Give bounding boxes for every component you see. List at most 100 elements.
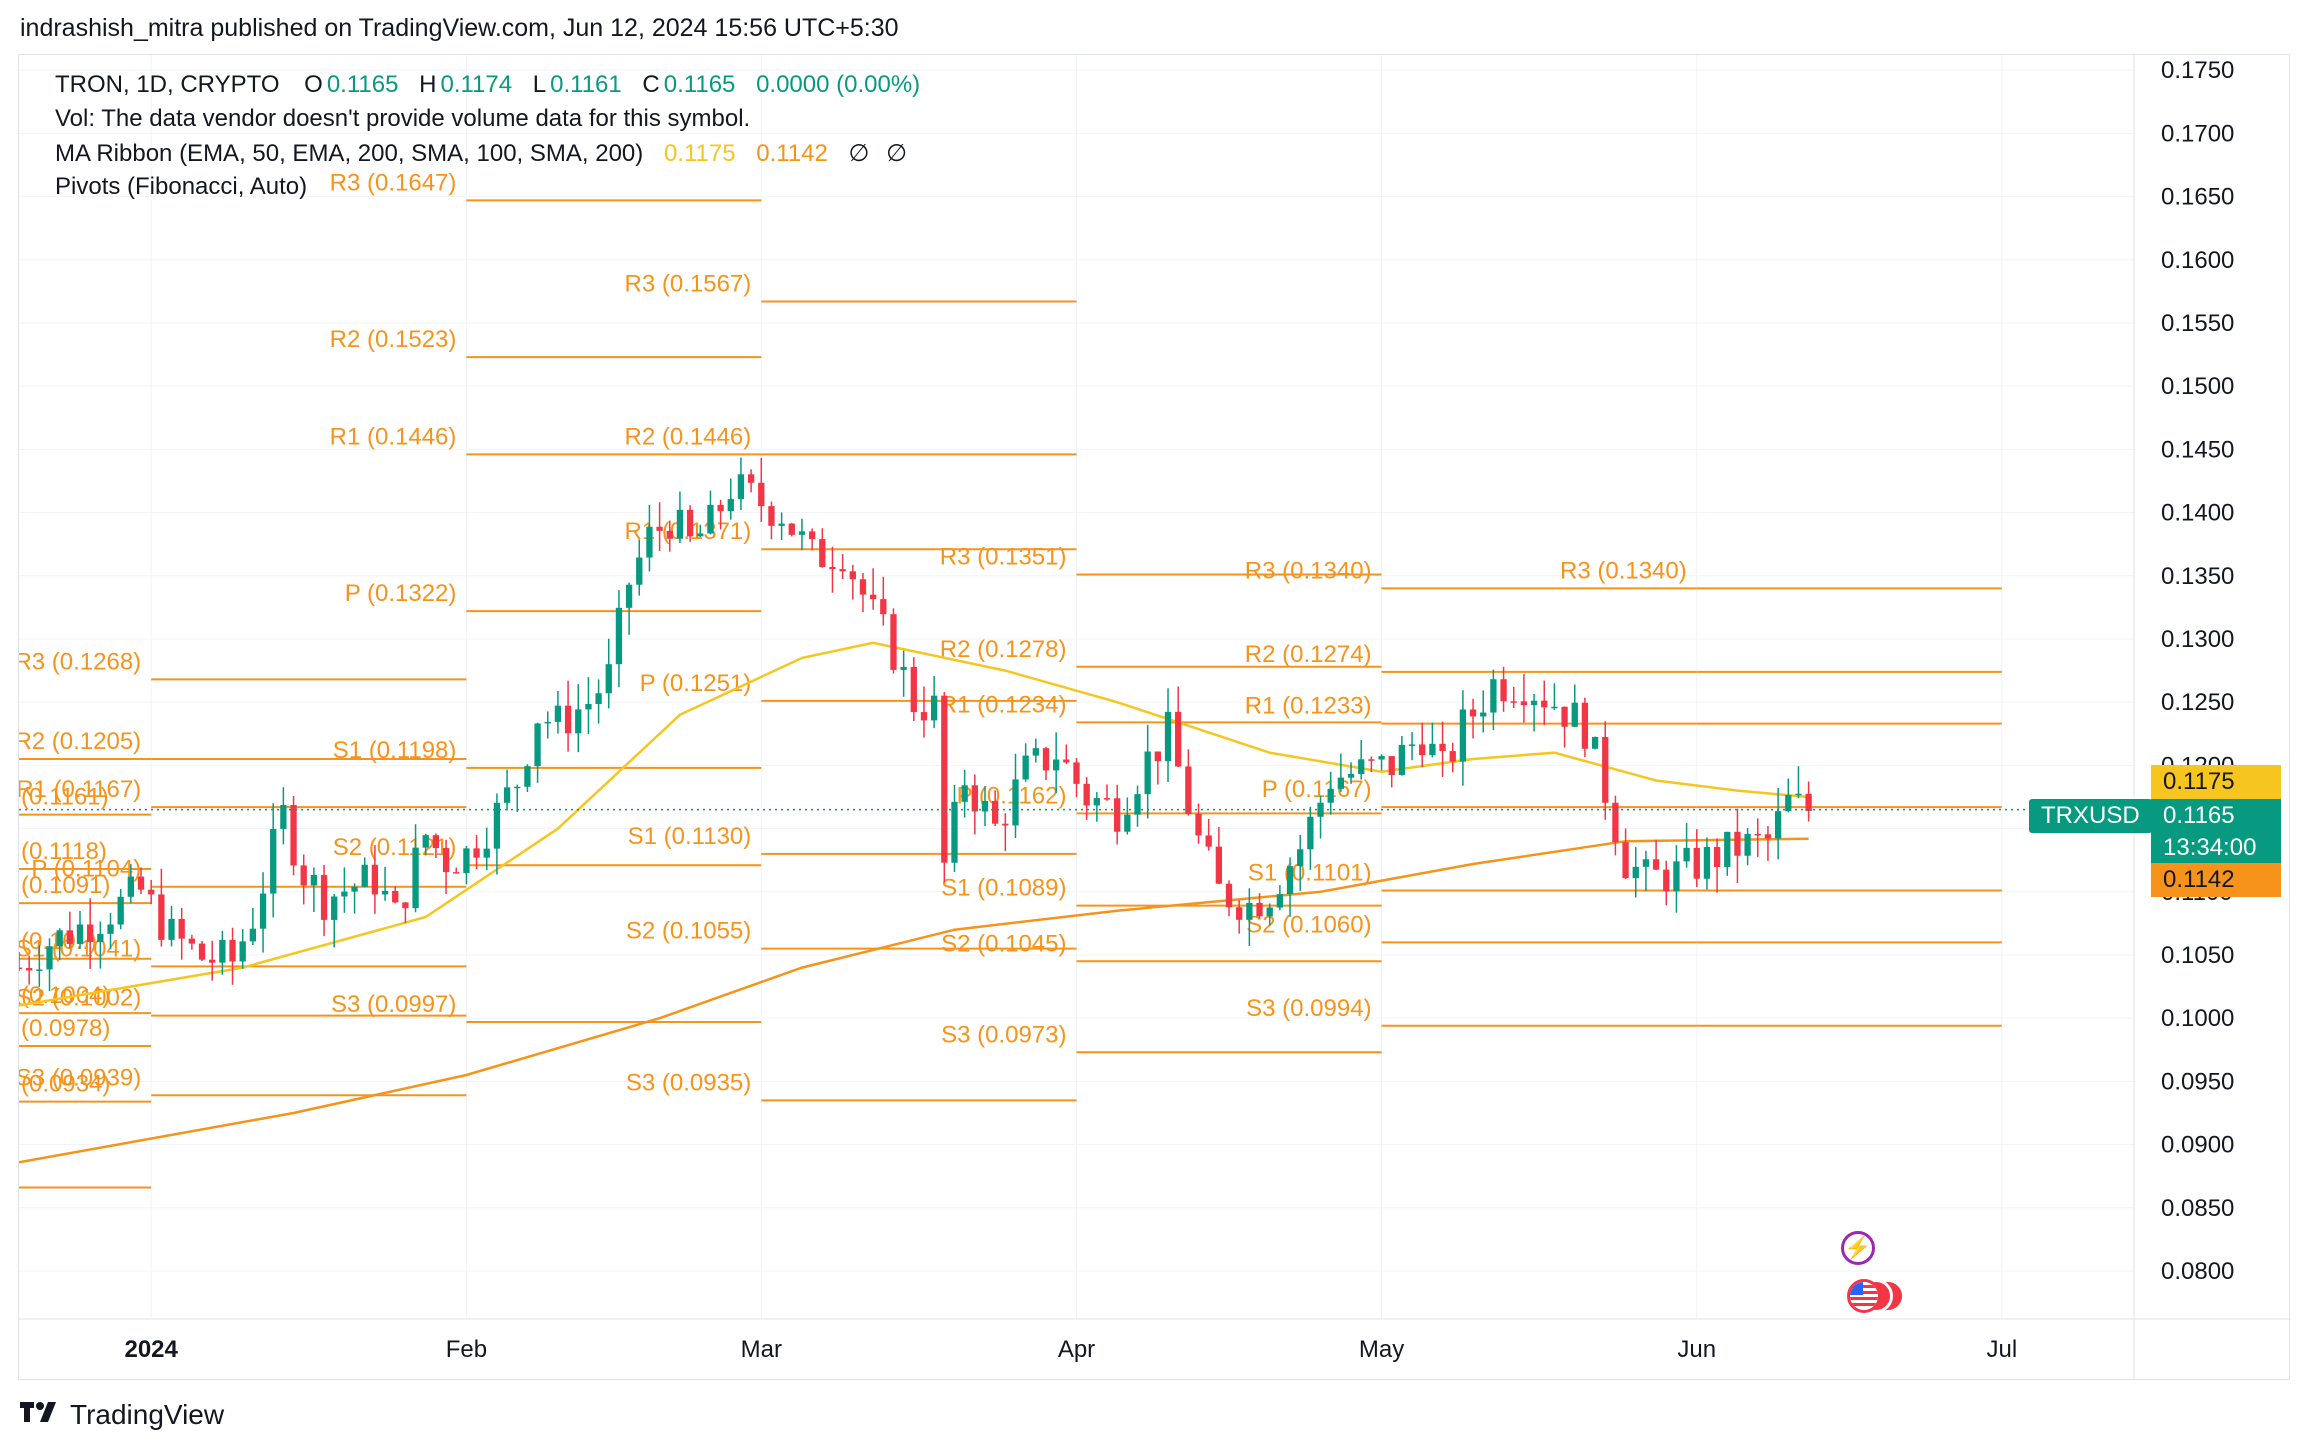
candle-down: [1754, 833, 1761, 836]
candle-down: [1114, 798, 1121, 832]
candle-down: [859, 579, 867, 595]
candle-down: [1612, 802, 1619, 843]
pivot-label: R3 (0.1340): [1560, 557, 1687, 584]
candle-down: [1500, 679, 1507, 702]
candle-up: [1429, 743, 1436, 756]
candle-up: [524, 766, 531, 787]
candle-down: [819, 539, 826, 567]
candle-up: [595, 693, 602, 705]
candle-up: [636, 557, 643, 585]
candle-down: [666, 530, 673, 539]
pivot-label: R3 (0.1351): [940, 544, 1067, 571]
x-tick-label: Apr: [1058, 1336, 1095, 1363]
candle-up: [1703, 847, 1711, 879]
candle-up: [259, 893, 267, 929]
published-header: indrashish_mitra published on TradingVie…: [20, 14, 899, 42]
candle-down: [1520, 701, 1528, 706]
candle-down: [1236, 907, 1243, 920]
candle-down: [371, 864, 379, 895]
candle-up: [900, 666, 907, 670]
pivot-label: (0.1004): [21, 982, 110, 1009]
candle-down: [1073, 762, 1080, 784]
legend-l-value: 0.1161: [550, 71, 622, 98]
candle-up: [270, 828, 277, 894]
candle-up: [331, 896, 338, 920]
legend-h-value: 0.1174: [440, 71, 513, 98]
tradingview-logo-icon[interactable]: [20, 1398, 60, 1431]
candle-down: [564, 705, 572, 734]
pivot-label: R2 (0.1205): [19, 728, 141, 755]
candle-up: [239, 941, 246, 962]
pivot-label: S3 (0.0939): [19, 1064, 141, 1091]
candle-down: [849, 571, 856, 580]
lightning-event-icon[interactable]: ⚡: [1841, 1231, 1875, 1265]
candle-down: [768, 506, 775, 526]
candle-up: [1683, 847, 1690, 862]
candle-up: [1144, 751, 1151, 795]
pivot-label: R2 (0.1446): [625, 423, 752, 450]
pivot-label: P (0.1251): [640, 670, 752, 697]
y-tick-label: 0.1350: [2161, 563, 2234, 590]
pivot-label: R2 (0.1278): [940, 636, 1067, 663]
candle-down: [1185, 766, 1192, 814]
candle-up: [1459, 709, 1467, 762]
candle-down: [1419, 744, 1426, 756]
candle-up: [1297, 849, 1304, 867]
pivot-label: R1 (0.1446): [330, 423, 457, 450]
x-tick-label: May: [1359, 1336, 1404, 1363]
x-tick-label: 2024: [124, 1336, 178, 1363]
candle-down: [880, 599, 887, 615]
pivot-label: S2 (0.1045): [941, 930, 1066, 957]
pivot-label: P (0.1104): [31, 856, 141, 883]
pivot-label: S3 (0.0973): [941, 1021, 1066, 1048]
y-tick-label: 0.1450: [2161, 436, 2234, 463]
candle-down: [66, 930, 73, 944]
pivot-label: R3 (0.1647): [330, 169, 457, 196]
candle-up: [1785, 795, 1792, 812]
candle-down: [920, 712, 928, 721]
candle-up: [341, 891, 348, 897]
candle-down: [1215, 846, 1223, 884]
pivot-label: S1 (0.1089): [941, 875, 1066, 902]
candle-down: [1510, 701, 1517, 703]
candle-up: [361, 864, 368, 887]
y-tick-label: 0.1500: [2161, 373, 2234, 400]
candle-up: [1551, 706, 1558, 709]
candle-down: [26, 968, 33, 971]
candle-up: [646, 526, 653, 558]
us-flag-event-icon[interactable]: [1847, 1279, 1881, 1313]
candle-up: [1317, 802, 1324, 817]
candle-up: [1632, 866, 1639, 879]
legend-c-label: C: [642, 71, 660, 98]
candle-down: [1002, 823, 1009, 826]
candle-up: [351, 886, 358, 892]
candle-up: [381, 890, 389, 895]
candle-down: [1805, 793, 1812, 811]
tradingview-brand[interactable]: TradingView: [70, 1398, 225, 1430]
candle-down: [1581, 702, 1589, 749]
symbol-tag: TRXUSD: [2029, 799, 2152, 833]
y-tick-label: 0.1600: [2161, 247, 2234, 274]
y-tick-label: 0.1400: [2161, 500, 2234, 527]
pivot-label: R3 (0.1340): [1245, 557, 1372, 584]
candle-down: [992, 800, 999, 824]
candle-down: [300, 865, 307, 886]
candle-down: [1602, 736, 1609, 803]
chart-frame[interactable]: 0.0800 0.0850 0.0900 0.0950 0.1000 0.1050 0.11…: [18, 54, 2291, 1381]
legend-ma-ribbon: MA Ribbon (EMA, 50, EMA, 200, SMA, 100, …: [55, 139, 911, 168]
pivot-label: S3 (0.0994): [1246, 995, 1371, 1022]
countdown-tag: 13:34:00: [2151, 831, 2281, 865]
candle-up: [1307, 816, 1314, 850]
pivot-label: R2 (0.1274): [1245, 641, 1372, 668]
candle-up: [778, 523, 785, 526]
candle-down: [473, 848, 480, 858]
y-tick-label: 0.1700: [2161, 120, 2234, 147]
pivot-label: (0.1161): [21, 784, 109, 811]
price-chart[interactable]: 0.0800 0.0850 0.0900 0.0950 0.1000 0.1050 0.11…: [19, 55, 2291, 1381]
candle-down: [971, 785, 978, 812]
candle-up: [463, 848, 470, 874]
candle-up: [422, 835, 429, 848]
candle-down: [290, 804, 297, 866]
candle-up: [1490, 679, 1497, 713]
candle-down: [1388, 756, 1395, 775]
